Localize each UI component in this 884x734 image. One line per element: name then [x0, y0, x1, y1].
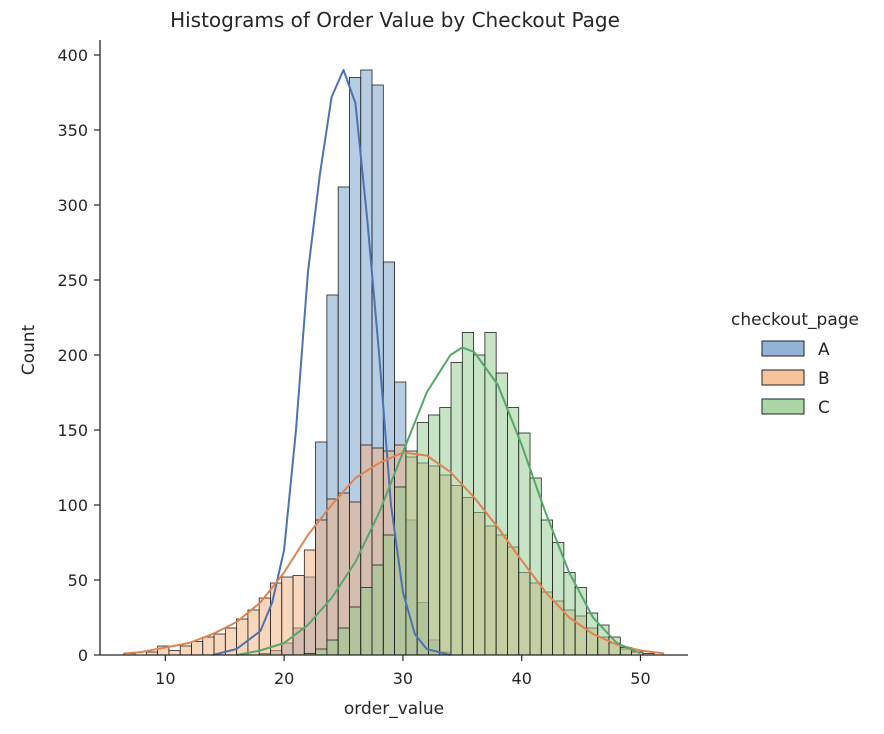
y-tick-label-400: 400 [57, 46, 88, 65]
bar-B-16 [303, 549, 317, 656]
bar-B-17 [315, 519, 328, 656]
bar-B-5 [179, 645, 192, 656]
legend-label-A: A [818, 340, 830, 360]
y-axis-label: Count [19, 324, 39, 375]
y-tick-label-100: 100 [57, 496, 88, 515]
bar-C-23 [382, 534, 395, 656]
x-tick-label-20: 20 [274, 669, 294, 688]
legend-swatch-B [761, 369, 805, 386]
bar-C-29 [450, 362, 463, 656]
kde-layer [123, 69, 665, 656]
bar-B-7 [202, 636, 215, 656]
kde-line-C [236, 346, 641, 656]
legend-title: checkout_page [731, 310, 859, 330]
x-tick-label-40: 40 [512, 669, 532, 688]
x-axis-label: order_value [344, 699, 444, 719]
bar-B-18 [326, 498, 339, 656]
bar-C-26 [416, 422, 429, 656]
bar-C-36 [529, 477, 542, 656]
bar-C-21 [360, 587, 373, 656]
bar-C-18 [326, 639, 339, 656]
x-tick-label-30: 30 [393, 669, 413, 688]
legend-label-B: B [818, 369, 830, 389]
x-tick-label-50: 50 [630, 669, 650, 688]
y-tick-label-300: 300 [57, 196, 88, 215]
y-tick-label-250: 250 [57, 271, 88, 290]
bars-layer [123, 69, 655, 656]
bar-C-27 [428, 414, 441, 656]
bar-C-33 [495, 372, 508, 656]
y-ticks: 0 50 100 150 200 250 300 350 400 [57, 46, 100, 665]
bar-C-22 [371, 564, 384, 656]
bar-C-38 [552, 542, 565, 656]
x-tick-label-10: 10 [155, 669, 175, 688]
legend: checkout_page ABC [731, 310, 859, 418]
y-tick-label-200: 200 [57, 346, 88, 365]
legend-label-C: C [818, 398, 830, 418]
bar-B-4 [168, 650, 181, 656]
y-tick-label-150: 150 [57, 421, 88, 440]
bar-B-6 [191, 641, 204, 656]
bar-C-34 [507, 407, 520, 656]
y-tick-label-350: 350 [57, 121, 88, 140]
bar-C-19 [337, 627, 350, 656]
bar-C-28 [439, 407, 452, 656]
bar-B-10 [236, 618, 249, 656]
bar-C-20 [349, 606, 362, 656]
chart-title: Histograms of Order Value by Checkout Pa… [170, 8, 620, 32]
bar-C-40 [574, 587, 587, 656]
legend-swatch-C [761, 398, 805, 415]
y-tick-label-50: 50 [68, 571, 88, 590]
x-ticks: 10 20 30 40 50 [155, 655, 651, 688]
kde-line-A [212, 69, 451, 656]
bar-B-15 [292, 575, 305, 656]
bar-C-17 [315, 648, 328, 656]
kde-line-B [123, 451, 665, 655]
y-tick-label-0: 0 [78, 646, 88, 665]
legend-entries: ABC [761, 340, 830, 418]
bar-B-12 [258, 597, 271, 656]
legend-swatch-A [761, 340, 805, 357]
